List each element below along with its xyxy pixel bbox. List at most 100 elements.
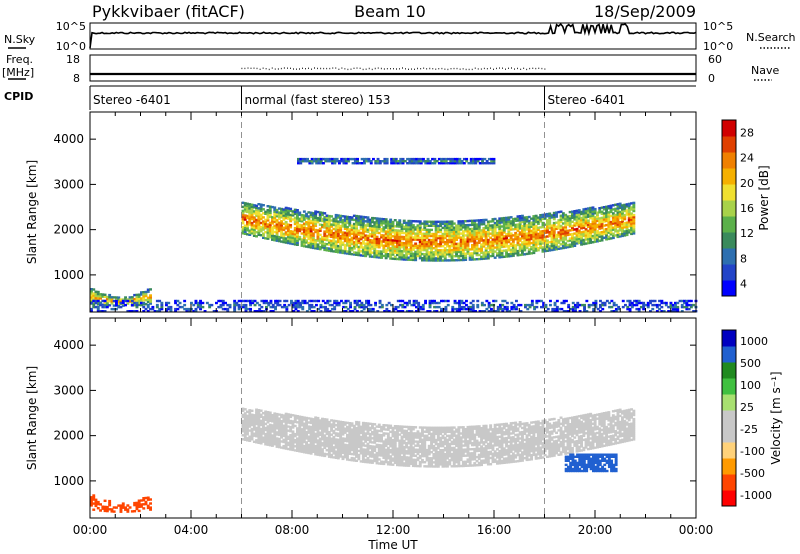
heatmap-cell [384, 218, 388, 221]
heatmap-cell [585, 299, 589, 303]
heatmap-cell [317, 307, 321, 311]
heatmap-cell [482, 220, 486, 224]
heatmap-cell [255, 220, 258, 224]
heatmap-cell [264, 439, 268, 442]
heatmap-cell [480, 237, 483, 240]
heatmap-cell [300, 228, 304, 231]
heatmap-cell [386, 452, 390, 456]
heatmap-cell [486, 224, 490, 227]
heatmap-cell [273, 422, 277, 425]
heatmap-cell [509, 222, 513, 225]
heatmap-cell [309, 246, 313, 249]
heatmap-cell [405, 229, 408, 233]
heatmap-cell [117, 298, 121, 301]
heatmap-cell [425, 220, 429, 223]
heatmap-cell [343, 445, 347, 449]
heatmap-cell [435, 310, 439, 313]
heatmap-cell [555, 305, 559, 309]
heatmap-cell [486, 253, 490, 256]
heatmap-cell [601, 307, 605, 311]
heatmap-cell [577, 231, 581, 234]
heatmap-cell [371, 225, 374, 228]
heatmap-cell [382, 432, 386, 435]
heatmap-cell [248, 211, 252, 214]
heatmap-cell [373, 233, 377, 236]
heatmap-cell [487, 301, 491, 305]
heatmap-cell [366, 234, 370, 238]
heatmap-cell [546, 247, 549, 250]
heatmap-cell [407, 232, 411, 235]
heatmap-cell [291, 238, 295, 242]
heatmap-cell [546, 239, 549, 242]
heatmap-cell [284, 206, 288, 210]
heatmap-cell [401, 305, 405, 309]
heatmap-cell [301, 301, 305, 305]
heatmap-cell [667, 310, 671, 313]
heatmap-cell [602, 228, 606, 231]
heatmap-cell [525, 252, 529, 256]
heatmap-cell [419, 162, 423, 165]
heatmap-cell [373, 255, 377, 259]
colorbar-swatch [722, 136, 736, 153]
heatmap-cell [318, 443, 322, 447]
heatmap-cell [241, 407, 245, 410]
heatmap-cell [399, 160, 403, 163]
heatmap-cell [557, 245, 561, 248]
heatmap-cell [257, 417, 261, 420]
nsky-series [89, 22, 697, 49]
heatmap-cell [596, 233, 599, 237]
heatmap-cell [318, 439, 322, 443]
heatmap-cell [110, 307, 114, 311]
heatmap-cell [550, 216, 554, 219]
heatmap-cell [505, 307, 509, 311]
heatmap-cell [273, 420, 277, 423]
heatmap-cell [439, 238, 443, 242]
heatmap-cell [289, 209, 293, 213]
heatmap-cell [262, 436, 265, 439]
heatmap-cell [311, 442, 315, 445]
heatmap-cell [582, 240, 586, 244]
heatmap-cell [589, 206, 593, 210]
heatmap-cell [539, 230, 543, 233]
heatmap-cell [174, 299, 177, 303]
heatmap-cell [507, 246, 511, 250]
heatmap-cell [418, 257, 422, 260]
heatmap-cell [382, 450, 386, 453]
heatmap-cell [307, 227, 311, 230]
heatmap-cell [596, 240, 599, 243]
heatmap-cell [421, 259, 424, 262]
heatmap-cell [117, 305, 121, 309]
heatmap-cell [262, 226, 265, 229]
heatmap-cell [375, 221, 379, 224]
heatmap-cell [300, 440, 304, 443]
heatmap-cell [374, 162, 378, 165]
heatmap-cell [532, 219, 536, 222]
heatmap-cell [342, 162, 346, 165]
heatmap-cell [302, 224, 306, 227]
heatmap-cell [364, 224, 368, 227]
heatmap-cell [676, 307, 680, 311]
heatmap-cell [355, 245, 358, 248]
heatmap-cell [361, 442, 365, 445]
heatmap-cell [300, 418, 304, 421]
heatmap-cell [457, 228, 461, 231]
heatmap-cell [367, 310, 371, 313]
heatmap-cell [336, 444, 340, 448]
heatmap-cell [339, 422, 343, 426]
heatmap-cell [284, 422, 288, 426]
heatmap-cell [300, 450, 304, 453]
heatmap-cell [542, 301, 546, 305]
heatmap-cell [305, 418, 308, 422]
heatmap-cell [574, 303, 577, 307]
heatmap-cell [243, 206, 247, 209]
heatmap-cell [621, 230, 624, 233]
heatmap-cell [336, 457, 340, 460]
heatmap-cell [264, 432, 268, 436]
heatmap-cell [273, 438, 277, 442]
heatmap-cell [393, 443, 397, 446]
heatmap-cell [366, 240, 370, 244]
heatmap-cell [423, 236, 427, 240]
heatmap-cell [511, 217, 515, 221]
nsky-trace [89, 22, 697, 49]
heatmap-cell [512, 305, 516, 309]
